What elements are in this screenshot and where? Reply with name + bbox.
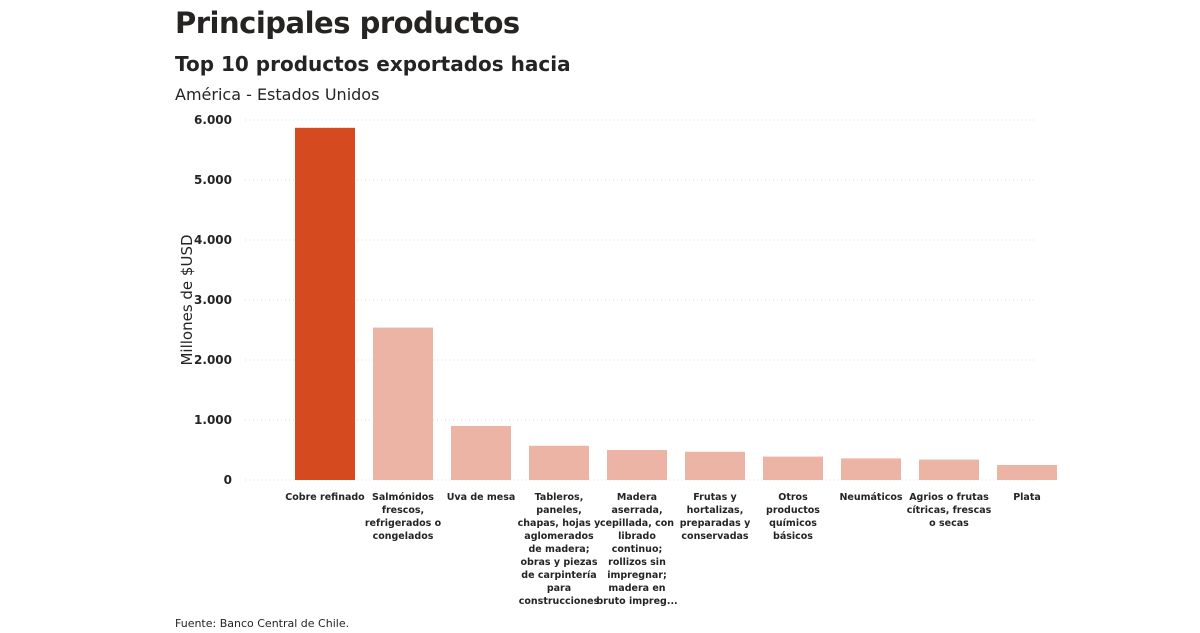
- bar[interactable]: [451, 426, 511, 480]
- y-tick-label: 5.000: [194, 173, 232, 187]
- y-axis-label: Millones de $USD: [178, 234, 196, 365]
- y-tick-label: 6.000: [194, 113, 232, 127]
- y-tick-label: 4.000: [194, 233, 232, 247]
- bar[interactable]: [295, 127, 355, 481]
- region-label: América - Estados Unidos: [175, 85, 380, 104]
- y-tick-label: 0: [224, 473, 232, 487]
- x-tick-label: Neumáticos: [839, 492, 902, 503]
- x-tick-label: Salmónidos frescos, refrigerados o congelad…: [365, 492, 442, 542]
- bar[interactable]: [529, 445, 589, 480]
- bar[interactable]: [685, 451, 745, 480]
- x-tick-label: Frutas y hortalizas, preparadas y conservad…: [680, 492, 751, 542]
- x-axis-ticks: Cobre refinado Salmónidos frescos, refriger…: [285, 492, 1041, 607]
- x-tick-label: Cobre refinado: [285, 492, 365, 503]
- bar[interactable]: [919, 459, 979, 480]
- x-tick-label: Uva de mesa: [447, 492, 516, 503]
- chart-subtitle: Top 10 productos exportados hacia: [175, 52, 571, 76]
- source-note: Fuente: Banco Central de Chile.: [175, 617, 350, 630]
- gridlines: [245, 119, 1037, 481]
- x-tick-label: Tableros, paneles, chapas, hojas y aglomera…: [518, 492, 602, 607]
- y-tick-label: 2.000: [194, 353, 232, 367]
- y-tick-label: 1.000: [194, 413, 232, 427]
- x-tick-label: Madera aserrada, cepillada, con librado cont…: [596, 492, 677, 607]
- bar[interactable]: [997, 465, 1057, 480]
- x-tick-label: Plata: [1013, 492, 1041, 503]
- x-tick-label: Agrios o frutas cítricas, frescas o secas: [907, 492, 992, 529]
- bar[interactable]: [763, 456, 823, 480]
- bar[interactable]: [841, 458, 901, 480]
- chart-title: Principales productos: [175, 6, 520, 40]
- x-tick-label: Otros productos químicos básicos: [766, 492, 820, 542]
- bar[interactable]: [373, 327, 433, 480]
- bar[interactable]: [607, 450, 667, 480]
- y-tick-label: 3.000: [194, 293, 232, 307]
- bars: [295, 127, 1057, 481]
- y-axis-ticks: 0 1.000 2.000 3.000 4.000 5.000 6.000: [194, 113, 232, 487]
